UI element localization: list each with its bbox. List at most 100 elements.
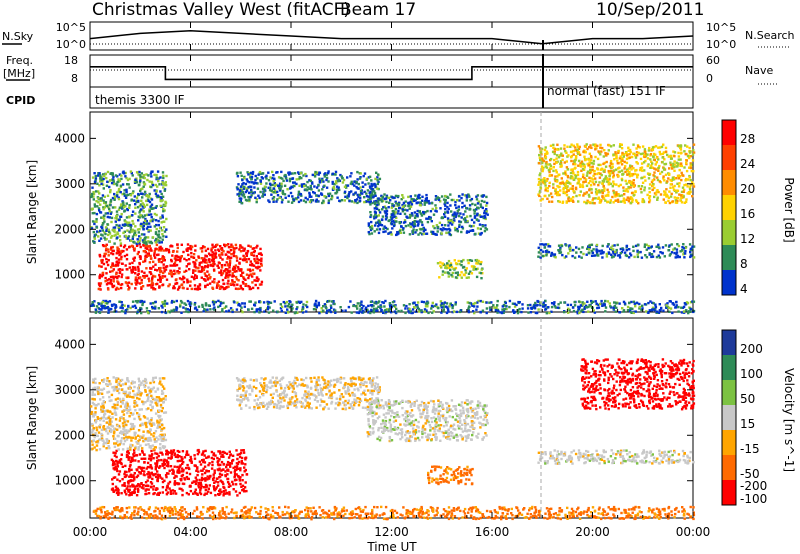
power-scatter-cell <box>422 230 425 233</box>
power-scatter-cell <box>385 200 388 204</box>
power-scatter-cell <box>398 221 402 225</box>
power-scatter-cell <box>237 279 240 282</box>
power-scatter-cell <box>190 251 193 255</box>
power-scatter-cell <box>101 234 104 237</box>
power-scatter-cell <box>592 197 595 200</box>
power-scatter-cell <box>115 305 118 308</box>
power-scatter-cell <box>689 162 692 165</box>
power-scatter-cell <box>353 184 356 187</box>
velocity-scatter-cell <box>203 461 207 464</box>
power-scatter-cell <box>317 194 320 197</box>
power-scatter-cell <box>608 144 611 147</box>
power-scatter-cell <box>444 224 447 227</box>
power-scatter-cell <box>142 185 145 188</box>
power-scatter-cell <box>257 173 260 176</box>
power-scatter-cell <box>419 228 422 231</box>
power-scatter-cell <box>644 152 647 156</box>
power-scatter-cell <box>318 179 322 183</box>
power-scatter-cell <box>123 304 126 307</box>
power-scatter-cell <box>495 306 498 309</box>
power-scatter-cell <box>161 199 164 202</box>
power-scatter-cell <box>556 184 559 188</box>
power-scatter-cell <box>511 310 515 313</box>
power-scatter-cell <box>211 243 214 246</box>
power-scatter-cell <box>160 310 164 314</box>
power-scatter-cell <box>155 173 158 177</box>
power-scatter-cell <box>239 250 243 253</box>
power-scatter-cell <box>239 284 242 288</box>
power-scatter-cell <box>162 174 165 177</box>
power-scatter-cell <box>176 246 179 250</box>
power-scatter-cell <box>559 165 562 168</box>
power-scatter-cell <box>104 212 107 215</box>
power-scatter-cell <box>442 227 445 230</box>
power-scatter-cell <box>129 170 133 173</box>
power-scatter-cell <box>126 193 130 197</box>
power-scatter-cell <box>445 302 449 305</box>
power-scatter-cell <box>171 264 174 267</box>
power-scatter-cell <box>594 143 597 146</box>
power-scatter-cell <box>163 275 167 278</box>
power-scatter-cell <box>651 146 655 149</box>
power-scatter-cell <box>661 156 664 159</box>
power-scatter-cell <box>641 145 645 148</box>
power-scatter-cell <box>688 310 692 313</box>
power-scatter-cell <box>583 307 586 310</box>
power-scatter-cell <box>662 151 666 154</box>
power-scatter-cell <box>165 174 168 178</box>
power-scatter-cell <box>538 181 541 184</box>
power-scatter-cell <box>539 158 542 162</box>
power-scatter-cell <box>577 177 580 181</box>
power-scatter-cell <box>673 169 676 172</box>
power-scatter-cell <box>538 156 542 159</box>
power-scatter-cell <box>256 244 259 248</box>
power-scatter-cell <box>236 175 240 178</box>
power-scatter-cell <box>688 243 692 246</box>
power-scatter-cell <box>611 244 614 248</box>
power-scatter-cell <box>588 201 592 204</box>
power-scatter-cell <box>371 188 374 191</box>
power-scatter-cell <box>456 271 459 274</box>
power-scatter-cell <box>615 302 618 305</box>
power-scatter-cell <box>189 302 193 305</box>
power-scatter-cell <box>561 154 564 157</box>
velocity-scatter-cell <box>139 472 142 475</box>
power-scatter-cell <box>460 271 463 274</box>
power-scatter-cell <box>444 194 447 198</box>
power-scatter-cell <box>141 239 145 242</box>
velocity-scatter-cell <box>193 454 196 457</box>
power-scatter-cell <box>238 261 241 264</box>
power-scatter-cell <box>602 184 605 188</box>
power-scatter-cell <box>620 147 624 150</box>
power-scatter-cell <box>611 185 614 188</box>
velocity-scatter-cell <box>218 472 222 475</box>
power-scatter-cell <box>572 153 575 156</box>
power-scatter-cell <box>160 241 163 244</box>
power-scatter-cell <box>678 193 681 196</box>
power-scatter-cell <box>142 206 145 209</box>
power-scatter-cell <box>225 310 228 313</box>
power-scatter-cell <box>359 172 362 175</box>
power-scatter-cell <box>407 309 410 313</box>
power-scatter-cell <box>222 250 225 253</box>
power-scatter-cell <box>236 265 240 269</box>
power-scatter-cell <box>321 309 325 312</box>
power-scatter-cell <box>114 304 117 307</box>
power-scatter-cell <box>376 182 379 186</box>
power-scatter-cell <box>257 261 260 265</box>
power-scatter-cell <box>252 264 256 267</box>
power-scatter-cell <box>568 245 571 248</box>
power-scatter-cell <box>590 249 593 253</box>
power-scatter-cell <box>424 199 427 203</box>
power-scatter-cell <box>461 225 464 229</box>
power-scatter-cell <box>615 248 618 252</box>
velocity-scatter-cell <box>220 460 224 464</box>
power-scatter-cell <box>111 206 115 209</box>
power-scatter-cell <box>165 217 168 221</box>
power-scatter-cell <box>109 279 113 282</box>
power-scatter-cell <box>378 177 382 181</box>
power-scatter-cell <box>115 214 119 218</box>
velocity-scatter-cell <box>147 488 150 491</box>
power-scatter-cell <box>275 183 278 186</box>
power-scatter-cell <box>650 245 653 248</box>
